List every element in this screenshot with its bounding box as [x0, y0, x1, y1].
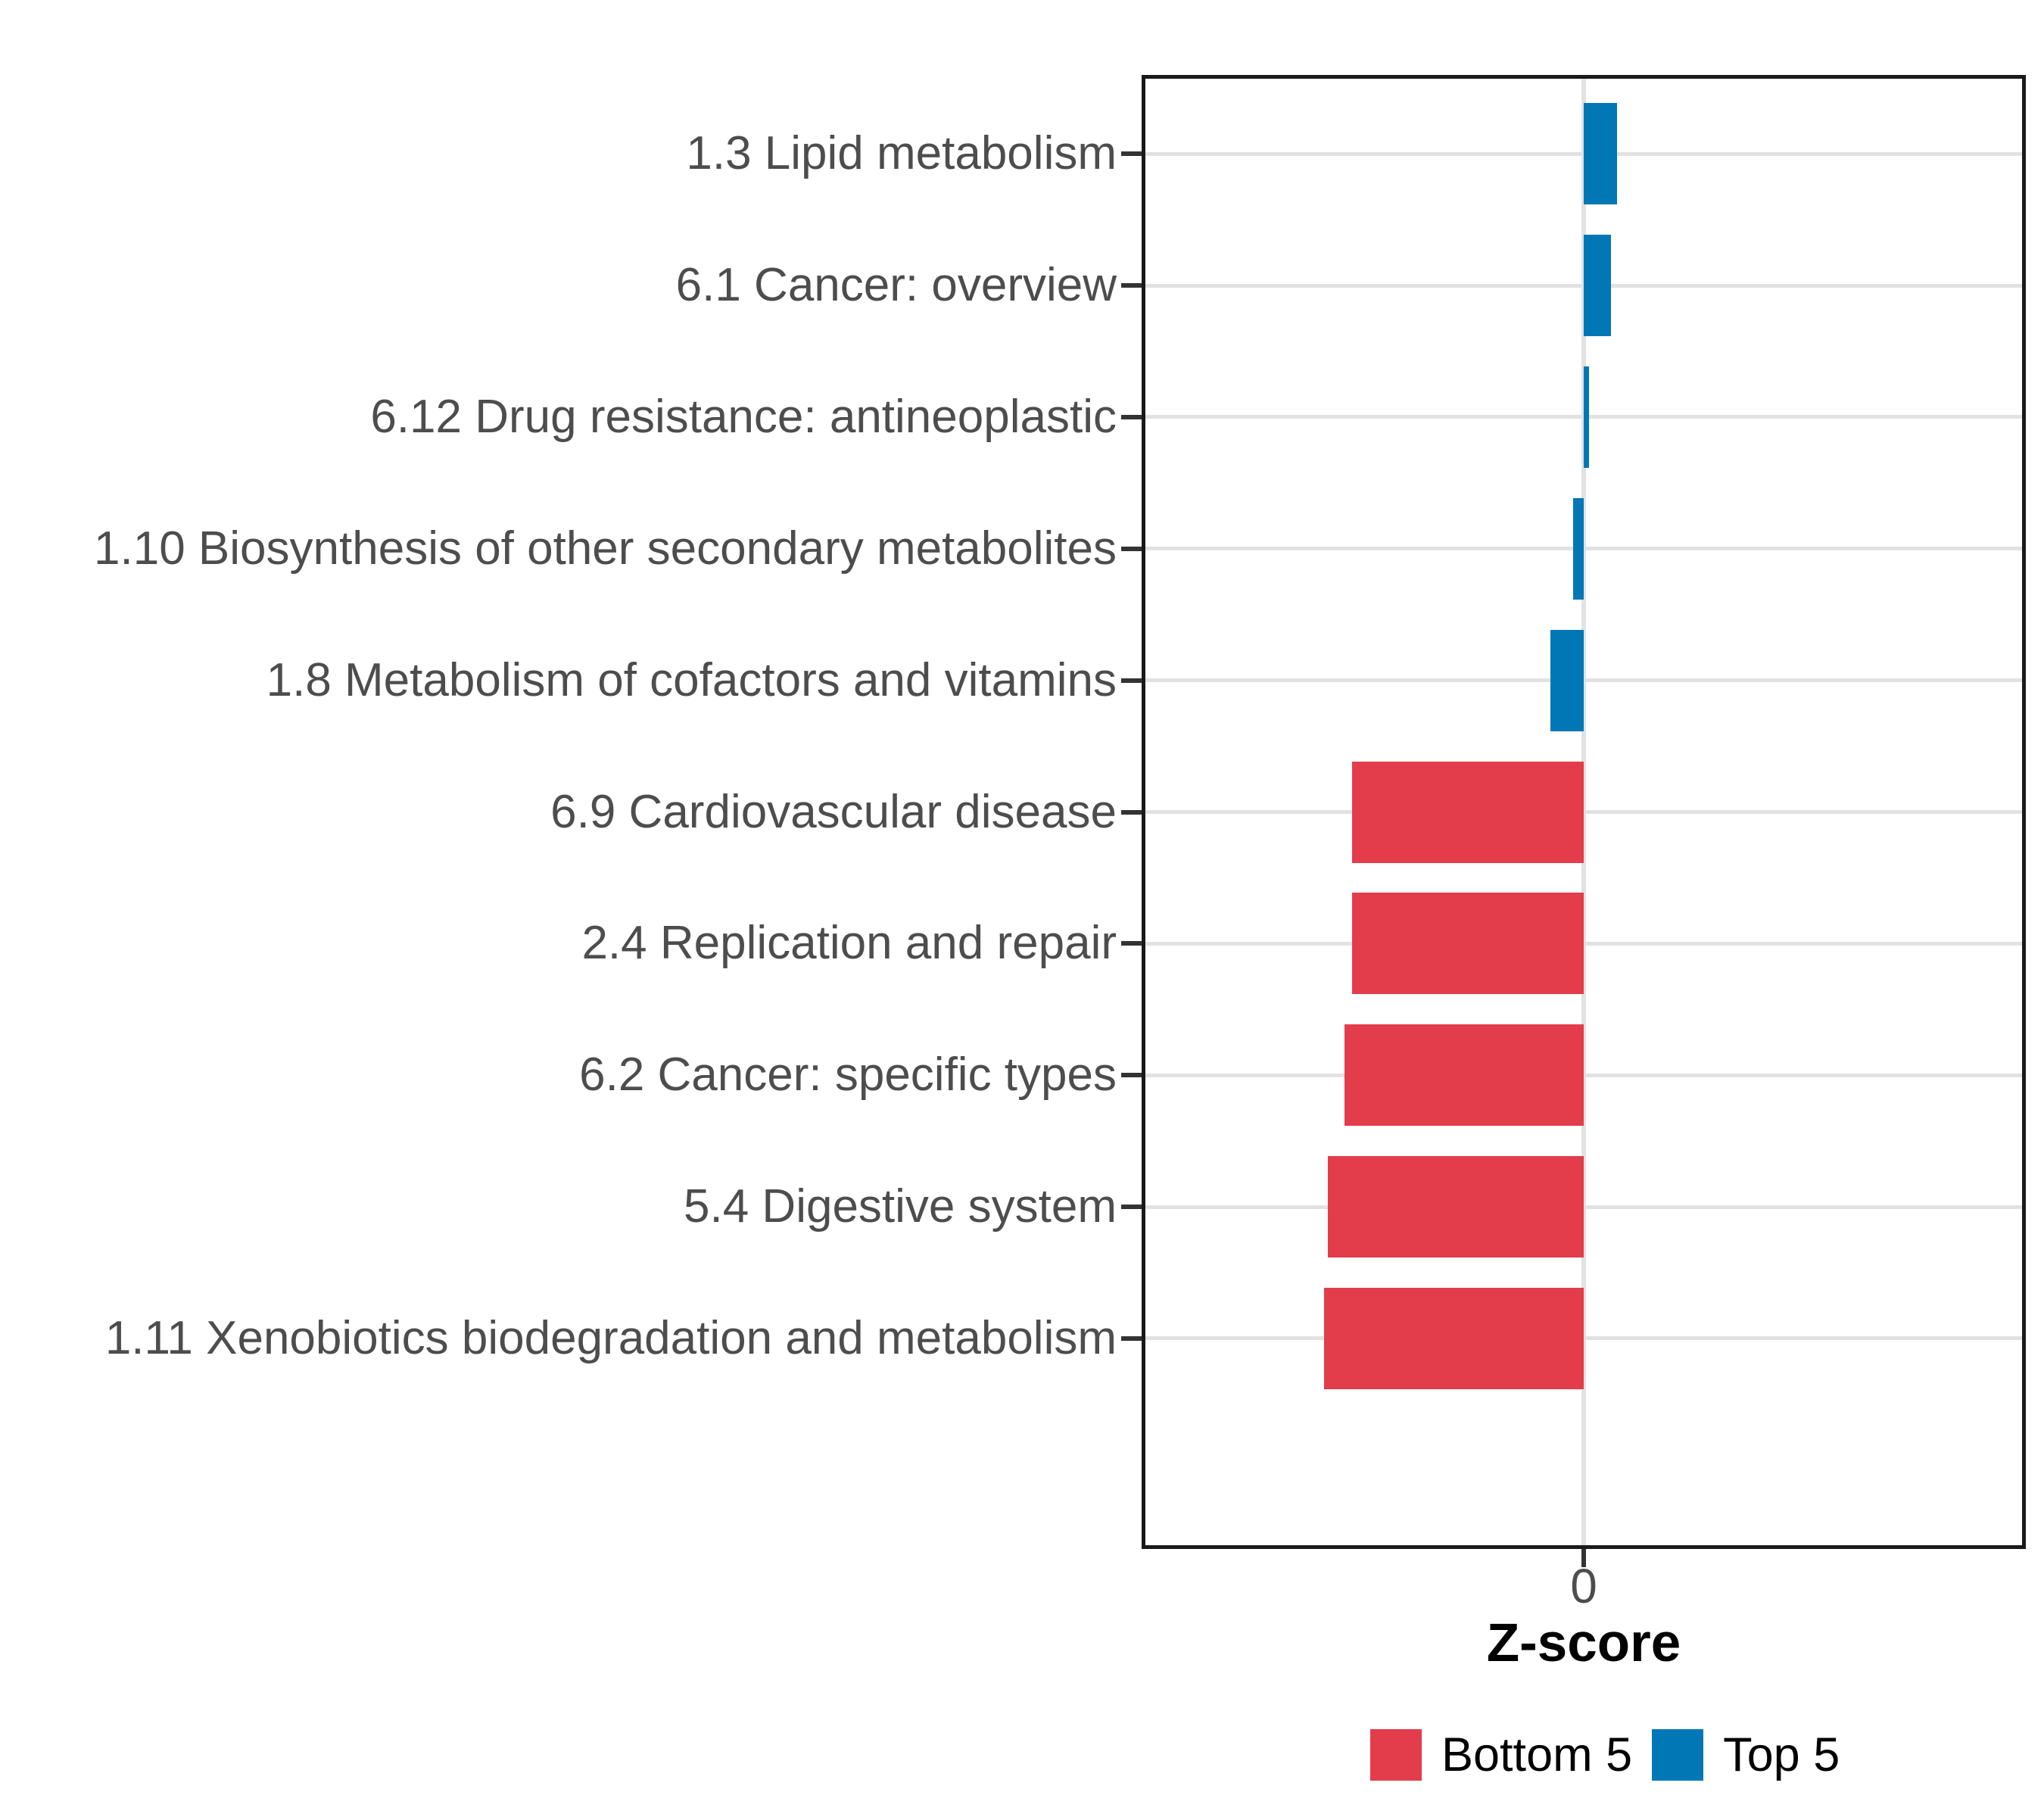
gridline-row — [1145, 678, 2022, 683]
y-axis-label: 1.10 Biosynthesis of other secondary met… — [94, 522, 1117, 575]
legend-swatch-top-5 — [1652, 1729, 1704, 1781]
gridline-row — [1145, 1073, 2022, 1077]
legend: Bottom 5 Top 5 — [1370, 1728, 1840, 1781]
gridline-row — [1145, 810, 2022, 814]
legend-swatch-bottom-5 — [1370, 1729, 1422, 1781]
y-axis-tick — [1121, 678, 1142, 683]
y-axis-label: 1.11 Xenobiotics biodegradation and meta… — [104, 1311, 1117, 1364]
y-axis-tick — [1121, 546, 1142, 551]
plot-panel — [1142, 75, 2026, 1549]
y-axis-tick — [1121, 1073, 1142, 1078]
gridline-row — [1145, 1336, 2022, 1341]
y-axis-tick — [1121, 809, 1142, 815]
y-axis-tick — [1121, 941, 1142, 946]
bar-bottom5 — [1352, 893, 1584, 995]
y-axis-label: 6.9 Cardiovascular disease — [550, 785, 1117, 838]
y-axis-tick — [1121, 1335, 1142, 1341]
y-axis-tick — [1121, 151, 1142, 157]
x-axis-title: Z-score — [1486, 1613, 1681, 1673]
gridline-row — [1145, 547, 2022, 551]
legend-label-bottom-5: Bottom 5 — [1441, 1728, 1633, 1781]
x-axis-tick — [1581, 1549, 1586, 1567]
x-axis-tick-label: 0 — [1570, 1559, 1597, 1613]
bar-top5 — [1584, 235, 1611, 337]
legend-label-top-5: Top 5 — [1723, 1728, 1840, 1781]
y-axis-tick — [1121, 283, 1142, 288]
bar-top5 — [1584, 103, 1618, 205]
y-axis-label: 5.4 Digestive system — [684, 1180, 1117, 1233]
y-axis-tick — [1121, 1205, 1142, 1210]
y-axis-label: 1.3 Lipid metabolism — [686, 127, 1117, 180]
y-axis-label: 6.1 Cancer: overview — [675, 259, 1117, 312]
y-axis-label: 6.12 Drug resistance: antineoplastic — [370, 390, 1117, 443]
y-axis-tick — [1121, 414, 1142, 419]
bar-bottom5 — [1328, 1156, 1584, 1258]
gridline-row — [1145, 1205, 2022, 1209]
bar-bottom5 — [1573, 497, 1584, 600]
y-axis-label: 2.4 Replication and repair — [581, 917, 1117, 970]
bar-bottom5 — [1344, 1024, 1584, 1127]
bar-top5 — [1584, 366, 1589, 468]
bar-bottom5 — [1352, 761, 1584, 863]
bar-bottom5 — [1550, 629, 1584, 731]
gridline-row — [1145, 941, 2022, 946]
bar-bottom5 — [1324, 1287, 1584, 1389]
y-axis-label: 6.2 Cancer: specific types — [579, 1049, 1117, 1102]
y-axis-label: 1.8 Metabolism of cofactors and vitamins — [266, 653, 1117, 706]
